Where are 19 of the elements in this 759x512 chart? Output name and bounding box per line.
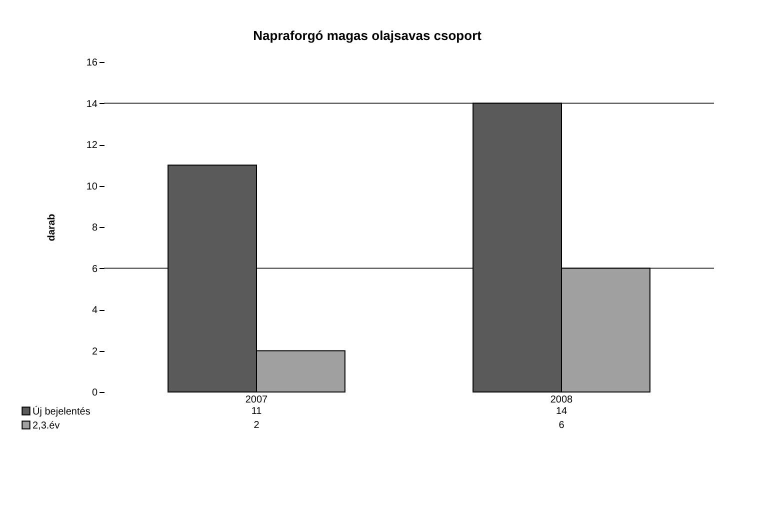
y-axis-title: darab (46, 214, 58, 242)
legend-label: 2,3.év (32, 420, 60, 432)
y-tick-label: 16 (86, 58, 98, 68)
y-tick-label: 10 (86, 181, 98, 192)
data-label: 11 (251, 406, 262, 417)
y-tick-label: 6 (92, 264, 98, 275)
y-tick-label: 4 (92, 305, 98, 316)
y-tick-label: 0 (92, 388, 98, 398)
y-tick-label: 14 (86, 98, 98, 110)
legend-label: Új bejelentés (32, 406, 90, 418)
data-label: 6 (558, 420, 565, 431)
chart-title: Napraforgó magas olajsavas csoport (253, 28, 482, 43)
y-tick-label: 12 (86, 140, 98, 151)
x-tick-label: 2007 (245, 394, 268, 406)
y-tick-label: 8 (92, 222, 98, 234)
data-label: 14 (556, 406, 568, 417)
data-label: 2 (254, 420, 260, 431)
x-tick-label: 2008 (550, 394, 574, 406)
y-tick-label: 2 (92, 346, 98, 358)
